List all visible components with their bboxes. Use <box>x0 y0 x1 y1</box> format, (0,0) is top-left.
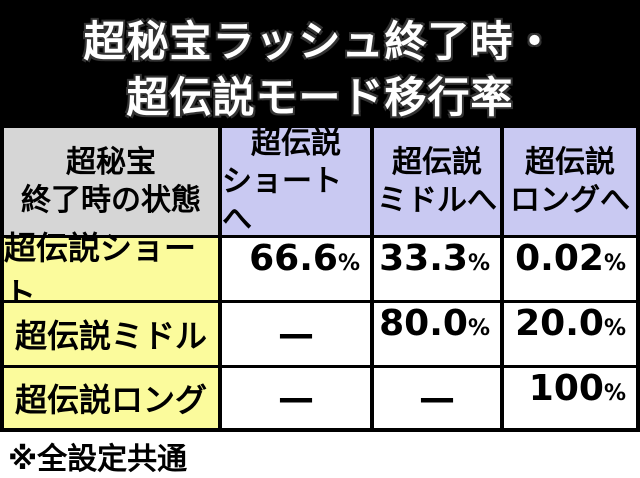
header-text: 超秘宝 <box>66 144 156 180</box>
cell-value: 0.02 <box>515 238 604 279</box>
row-label: 超伝説ショート <box>4 229 218 313</box>
header-text: 超伝説 <box>251 125 341 161</box>
header-text: ロングへ <box>510 182 630 218</box>
header-text: ミドルへ <box>377 182 497 218</box>
header-text: 超伝説 <box>525 144 615 180</box>
row-label-text: 超伝説ショート <box>4 229 197 313</box>
cell-value: 66.6 <box>249 238 338 279</box>
data-cell: 0.02% <box>504 238 636 300</box>
column-header: 超伝説 ショートへ <box>222 125 370 237</box>
column-header: 超伝説 ミドルへ <box>374 128 500 235</box>
corner-header: 超秘宝 終了時の状態 <box>4 128 218 235</box>
data-cell: — <box>374 368 500 428</box>
data-cell: — <box>222 368 370 428</box>
row-label-text: 超伝説ロング <box>14 381 207 419</box>
data-cell: 20.0% <box>504 303 636 365</box>
cell-unit: % <box>603 316 626 341</box>
row-label: 超伝説ロング <box>4 368 218 428</box>
data-cell: — <box>222 303 370 365</box>
cell-unit: % <box>467 316 490 341</box>
column-header: 超伝説 ロングへ <box>504 128 636 235</box>
cell-value: — <box>278 377 314 419</box>
data-cell: 80.0% <box>374 303 500 365</box>
data-cell: 66.6% <box>222 238 370 300</box>
footnote: ※全設定共通 <box>8 442 188 477</box>
title-line: 超秘宝ラッシュ終了時・ <box>83 17 557 66</box>
cell-value: — <box>278 313 314 355</box>
data-cell: 100% <box>504 368 636 428</box>
cell-value: 33.3 <box>379 238 468 279</box>
cell-value: 100 <box>528 368 604 409</box>
data-cell: 33.3% <box>374 238 500 300</box>
header-text: 終了時の状態 <box>21 182 201 218</box>
header-text: ショートへ <box>222 163 342 237</box>
cell-unit: % <box>337 251 360 276</box>
cell-value: 20.0 <box>515 303 604 344</box>
cell-value: 80.0 <box>379 303 468 344</box>
row-label: 超伝説ミドル <box>4 303 218 365</box>
cell-value: — <box>419 377 455 419</box>
row-label-text: 超伝説ミドル <box>14 317 207 355</box>
cell-unit: % <box>603 251 626 276</box>
cell-unit: % <box>603 381 626 406</box>
header-text: 超伝説 <box>392 144 482 180</box>
title-line: 超伝説モード移行率 <box>126 73 514 122</box>
cell-unit: % <box>467 251 490 276</box>
